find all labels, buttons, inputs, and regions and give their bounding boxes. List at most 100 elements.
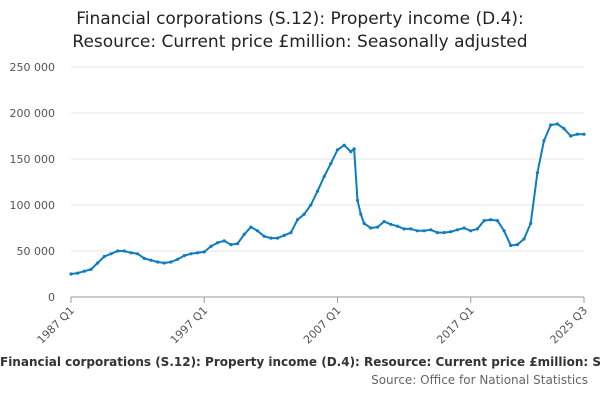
data-point[interactable] bbox=[109, 252, 113, 256]
data-point[interactable] bbox=[359, 212, 363, 216]
data-point[interactable] bbox=[362, 221, 366, 225]
data-point[interactable] bbox=[169, 260, 173, 264]
data-point[interactable] bbox=[429, 228, 433, 232]
gridlines bbox=[71, 66, 584, 252]
data-point[interactable] bbox=[422, 229, 426, 233]
data-point[interactable] bbox=[82, 269, 86, 273]
data-point[interactable] bbox=[582, 132, 586, 136]
data-point[interactable] bbox=[409, 227, 413, 231]
data-point[interactable] bbox=[515, 243, 520, 247]
data-point[interactable] bbox=[242, 232, 246, 236]
data-point[interactable] bbox=[322, 174, 326, 179]
data-point[interactable] bbox=[269, 236, 273, 240]
data-point[interactable] bbox=[302, 212, 306, 216]
y-tick-label: 50 000 bbox=[17, 245, 56, 258]
data-point[interactable] bbox=[96, 261, 100, 265]
data-point[interactable] bbox=[535, 171, 540, 175]
data-point[interactable] bbox=[249, 225, 253, 229]
data-point[interactable] bbox=[522, 237, 526, 241]
data-point[interactable] bbox=[442, 231, 446, 235]
data-point[interactable] bbox=[355, 198, 360, 202]
data-point[interactable] bbox=[262, 234, 266, 238]
data-point[interactable] bbox=[129, 251, 133, 255]
data-point[interactable] bbox=[562, 127, 566, 131]
data-point[interactable] bbox=[389, 222, 393, 226]
data-point[interactable] bbox=[309, 203, 313, 207]
data-point[interactable] bbox=[222, 239, 226, 243]
chart-title-line-1: Financial corporations (S.12): Property … bbox=[76, 9, 524, 29]
axes: 0 50 000 100 000 150 000 200 000 250 000 1987 … bbox=[10, 61, 591, 346]
chart-caption: Financial corporations (S.12): Property … bbox=[0, 355, 600, 369]
y-tick-label: 200 000 bbox=[10, 107, 56, 120]
x-tick-label: 2025 Q3 bbox=[548, 304, 591, 347]
data-point[interactable] bbox=[295, 218, 300, 222]
data-point[interactable] bbox=[255, 229, 260, 233]
chart-source: Source: Office for National Statistics bbox=[371, 373, 588, 387]
data-point[interactable] bbox=[162, 261, 166, 265]
data-point[interactable] bbox=[76, 271, 80, 275]
data-point[interactable] bbox=[116, 249, 120, 253]
data-point[interactable] bbox=[69, 272, 73, 276]
data-point[interactable] bbox=[382, 220, 386, 224]
data-point[interactable] bbox=[469, 229, 473, 233]
data-point[interactable] bbox=[182, 254, 186, 258]
data-point[interactable] bbox=[449, 230, 453, 234]
data-point[interactable] bbox=[542, 139, 546, 143]
data-point[interactable] bbox=[315, 189, 320, 193]
y-tick-label: 150 000 bbox=[10, 153, 56, 166]
data-point[interactable] bbox=[352, 147, 356, 151]
data-point[interactable] bbox=[189, 252, 193, 256]
data-point[interactable] bbox=[202, 250, 206, 254]
data-point[interactable] bbox=[495, 219, 499, 223]
chart-title: Financial corporations (S.12): Property … bbox=[0, 8, 600, 54]
data-point[interactable] bbox=[462, 226, 466, 230]
data-point[interactable] bbox=[375, 225, 380, 229]
chart-title-line-2: Resource: Current price £million: Season… bbox=[72, 32, 528, 52]
data-point[interactable] bbox=[89, 267, 93, 271]
data-point[interactable] bbox=[176, 257, 180, 261]
data-point[interactable] bbox=[216, 241, 220, 245]
y-tick-label: 100 000 bbox=[10, 199, 56, 212]
data-point[interactable] bbox=[349, 150, 353, 154]
data-point[interactable] bbox=[489, 218, 493, 222]
data-point[interactable] bbox=[435, 231, 439, 235]
x-tick-label: 2017 Q1 bbox=[434, 304, 477, 347]
data-point[interactable] bbox=[395, 224, 400, 228]
data-point[interactable] bbox=[549, 123, 553, 127]
data-point[interactable] bbox=[236, 242, 240, 246]
data-point[interactable] bbox=[229, 243, 233, 247]
y-tick-label: 250 000 bbox=[10, 61, 56, 74]
x-tick-label: 2007 Q1 bbox=[301, 304, 344, 347]
data-point[interactable] bbox=[335, 148, 340, 152]
data-point[interactable] bbox=[136, 252, 140, 256]
data-point[interactable] bbox=[482, 219, 486, 223]
data-point[interactable] bbox=[289, 231, 293, 235]
data-point[interactable] bbox=[402, 227, 406, 231]
data-point[interactable] bbox=[102, 254, 106, 259]
x-tick-label: 1987 Q1 bbox=[35, 304, 78, 347]
data-point[interactable] bbox=[529, 221, 533, 225]
x-tick-label: 1997 Q1 bbox=[168, 304, 211, 347]
data-point[interactable] bbox=[156, 260, 160, 264]
data-point[interactable] bbox=[196, 251, 200, 255]
data-point[interactable] bbox=[509, 243, 513, 248]
data-point[interactable] bbox=[555, 122, 560, 126]
data-point[interactable] bbox=[329, 162, 333, 166]
data-point[interactable] bbox=[502, 229, 506, 233]
data-point[interactable] bbox=[569, 134, 573, 138]
series bbox=[69, 122, 586, 276]
data-point[interactable] bbox=[282, 233, 286, 237]
data-point[interactable] bbox=[149, 258, 153, 262]
data-point[interactable] bbox=[575, 132, 579, 136]
data-point[interactable] bbox=[415, 229, 419, 233]
data-point[interactable] bbox=[122, 249, 126, 253]
data-point[interactable] bbox=[209, 244, 213, 248]
y-tick-label: 0 bbox=[48, 291, 55, 304]
data-point[interactable] bbox=[369, 226, 373, 230]
data-point[interactable] bbox=[475, 227, 479, 231]
data-point[interactable] bbox=[342, 143, 346, 147]
data-point[interactable] bbox=[142, 256, 146, 260]
data-point[interactable] bbox=[275, 236, 280, 240]
data-point[interactable] bbox=[455, 228, 459, 232]
